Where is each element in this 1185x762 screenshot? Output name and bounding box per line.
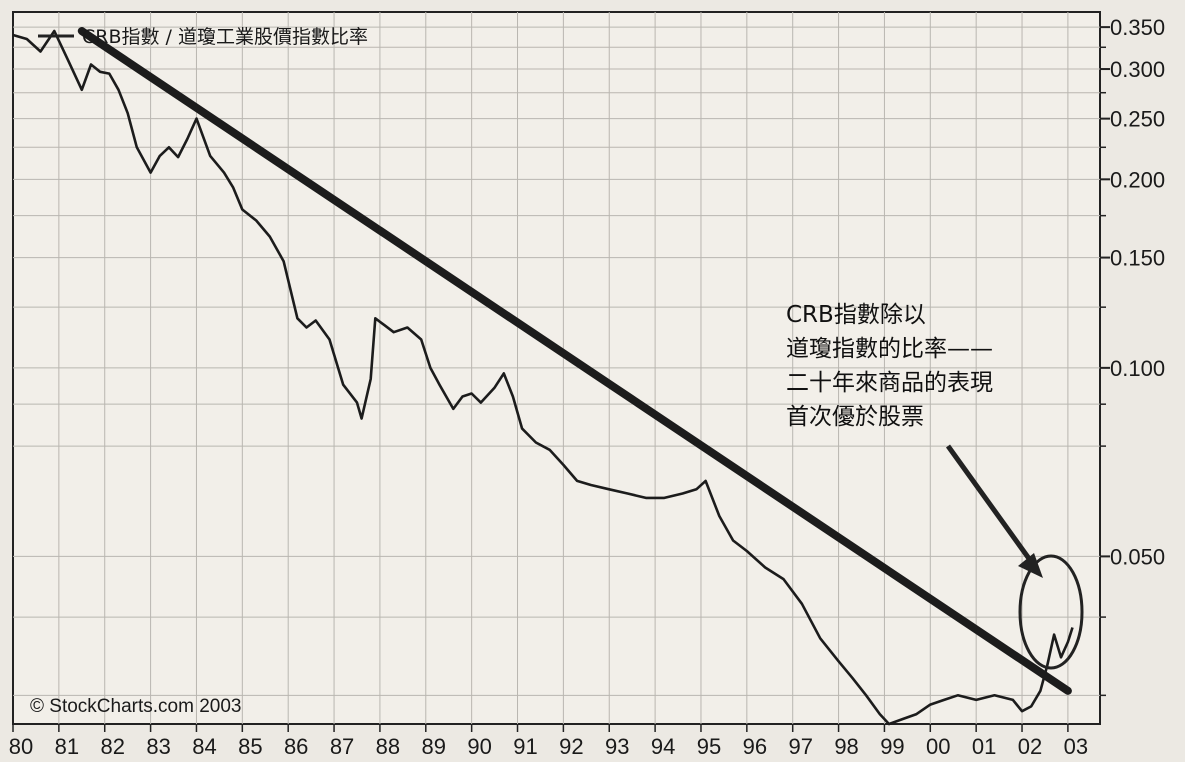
- x-tick-label: 94: [651, 734, 675, 759]
- annotation-line-2: 道瓊指數的比率——: [786, 336, 993, 362]
- annotation-line-1: CRB指數除以: [786, 302, 926, 328]
- y-axis: 0.350 0.300 0.250 0.200 0.150 0.100 0.050: [1100, 15, 1165, 697]
- y-tick-label: 0.200: [1110, 167, 1165, 192]
- y-tick-label: 0.250: [1110, 107, 1165, 132]
- legend: CRB指數 / 道瓊工業股價指數比率: [38, 26, 368, 48]
- copyright-text: © StockCharts.com 2003: [30, 696, 241, 717]
- annotation-line-4: 首次優於股票: [786, 404, 924, 430]
- x-tick-label: 92: [559, 734, 583, 759]
- x-tick-label: 97: [788, 734, 812, 759]
- y-tick-label: 0.150: [1110, 246, 1165, 271]
- trendline: [77, 27, 1072, 695]
- x-tick-label: 86: [284, 734, 308, 759]
- x-tick-label: 83: [146, 734, 170, 759]
- annotation-arrow-head: [1018, 553, 1043, 578]
- x-tick-label: 00: [926, 734, 950, 759]
- y-tick-label: 0.100: [1110, 356, 1165, 381]
- trend-line: [77, 27, 1072, 695]
- x-tick-label: 89: [422, 734, 446, 759]
- x-tick-label: 91: [513, 734, 537, 759]
- series: [12, 29, 1074, 726]
- y-tick-label: 0.050: [1110, 544, 1165, 569]
- x-tick-label: 96: [743, 734, 767, 759]
- x-tick-label: 99: [880, 734, 904, 759]
- annotation-circle: [1018, 554, 1084, 670]
- x-tick-label: 01: [972, 734, 996, 759]
- grid: [13, 12, 1100, 724]
- x-tick-label: 84: [192, 734, 216, 759]
- legend-label: CRB指數 / 道瓊工業股價指數比率: [82, 26, 368, 48]
- x-tick-label: 81: [55, 734, 79, 759]
- x-tick-label: 88: [376, 734, 400, 759]
- y-tick-label: 0.300: [1110, 57, 1165, 82]
- x-tick-label: 82: [100, 734, 124, 759]
- x-tick-label: 03: [1064, 734, 1088, 759]
- annotation-arrow-shaft: [945, 444, 1033, 562]
- annotation: CRB指數除以 道瓊指數的比率—— 二十年來商品的表現 首次優於股票: [786, 302, 1084, 670]
- x-tick-label: 85: [238, 734, 262, 759]
- x-tick-label: 95: [697, 734, 721, 759]
- x-tick-label: 02: [1018, 734, 1042, 759]
- x-tick-label: 98: [834, 734, 858, 759]
- x-axis: 80 81 82 83 84 85 86 87 88 89 90 91 92 93 94 95 96 97 98 99…: [9, 724, 1088, 759]
- x-tick-label: 80: [9, 734, 33, 759]
- annotation-line-3: 二十年來商品的表現: [786, 370, 993, 396]
- x-tick-label: 90: [467, 734, 491, 759]
- x-tick-label: 87: [330, 734, 354, 759]
- series-line: [12, 29, 1074, 726]
- x-tick-label: 93: [605, 734, 629, 759]
- y-tick-label: 0.350: [1110, 15, 1165, 40]
